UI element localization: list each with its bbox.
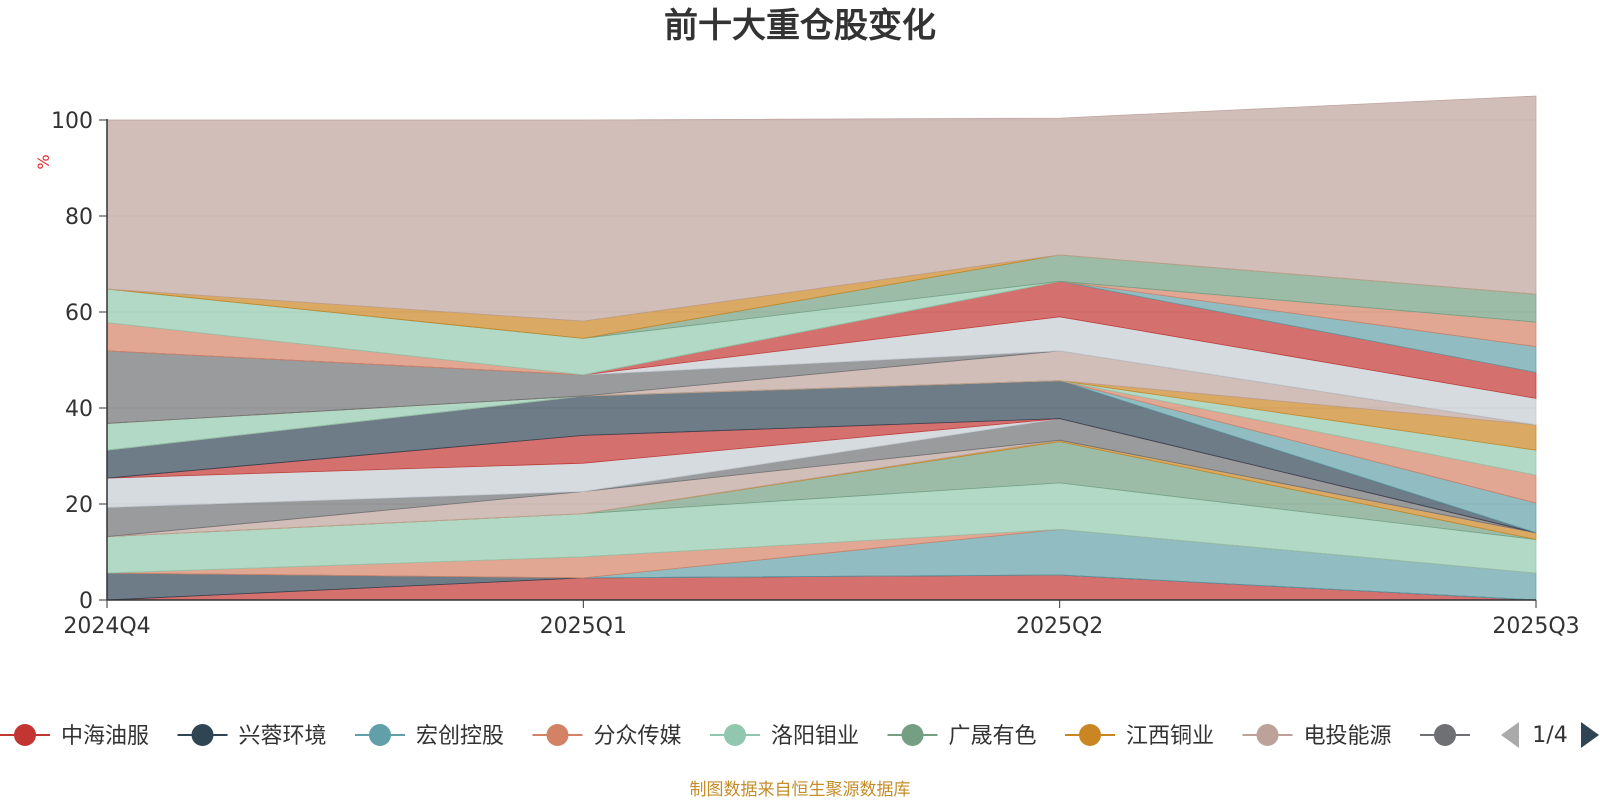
legend-label: 洛阳钼业 [771, 724, 859, 749]
legend-item: 电投能源 [1242, 724, 1392, 749]
legend-marker [14, 724, 36, 746]
legend-pager: 1/4 [1501, 722, 1599, 748]
legend-label: 宏创控股 [416, 724, 504, 749]
axes: 0 20 40 60 80 100 2024Q4 2025Q1 2025Q2 2025Q3 [51, 109, 1580, 639]
legend-label: 分众传媒 [594, 724, 682, 749]
area-series [106, 95, 1537, 322]
legend-items: 中海油服 兴蓉环境 宏创控股 分众传媒 洛阳钼业 广晟有色 江西铜业 电投能源 谷 [0, 724, 1503, 749]
legend-item: 广晟有色 [887, 724, 1037, 749]
legend-label: 广晟有色 [949, 724, 1037, 749]
y-tick-label: 60 [65, 301, 93, 326]
legend-marker [901, 724, 924, 746]
x-tick-label: 2025Q3 [1492, 614, 1579, 639]
x-tick-label: 2025Q2 [1016, 614, 1103, 639]
legend-label: 兴蓉环境 [239, 724, 327, 749]
stacked-areas [106, 95, 1537, 601]
legend-marker [191, 724, 214, 746]
legend-marker [724, 724, 746, 746]
legend-marker [1256, 724, 1279, 746]
legend-item: 谷 [1420, 724, 1503, 749]
legend-marker [1434, 724, 1456, 746]
legend-item: 兴蓉环境 [177, 724, 327, 749]
legend-next-icon[interactable] [1581, 722, 1599, 748]
x-tick-label: 2024Q4 [63, 614, 150, 639]
y-tick-label: 0 [79, 589, 93, 614]
legend-marker [369, 724, 391, 746]
x-tick-label: 2025Q1 [540, 614, 627, 639]
y-tick-label: 80 [65, 205, 93, 230]
legend-label: 谷 [1481, 724, 1503, 749]
y-axis-unit-label: % [34, 154, 53, 169]
chart-title: 前十大重仓股变化 [664, 6, 936, 46]
legend-label: 电投能源 [1304, 724, 1392, 749]
legend-item: 洛阳钼业 [710, 724, 859, 749]
legend-label: 中海油服 [61, 724, 149, 749]
source-note: 制图数据来自恒生聚源数据库 [690, 780, 911, 800]
y-tick-label: 40 [65, 397, 93, 422]
legend-page-indicator: 1/4 [1532, 723, 1567, 748]
y-tick-label: 20 [65, 493, 93, 518]
legend-item: 分众传媒 [532, 724, 682, 749]
legend-item: 中海油服 [0, 724, 149, 749]
legend-prev-icon[interactable] [1501, 722, 1519, 748]
legend: 中海油服 兴蓉环境 宏创控股 分众传媒 洛阳钼业 广晟有色 江西铜业 电投能源 谷 [0, 724, 1503, 749]
legend-marker [1079, 724, 1101, 746]
legend-label: 江西铜业 [1126, 724, 1214, 749]
legend-item: 宏创控股 [355, 724, 504, 749]
legend-item: 江西铜业 [1065, 724, 1214, 749]
y-tick-label: 100 [51, 109, 93, 134]
legend-marker [546, 724, 569, 746]
